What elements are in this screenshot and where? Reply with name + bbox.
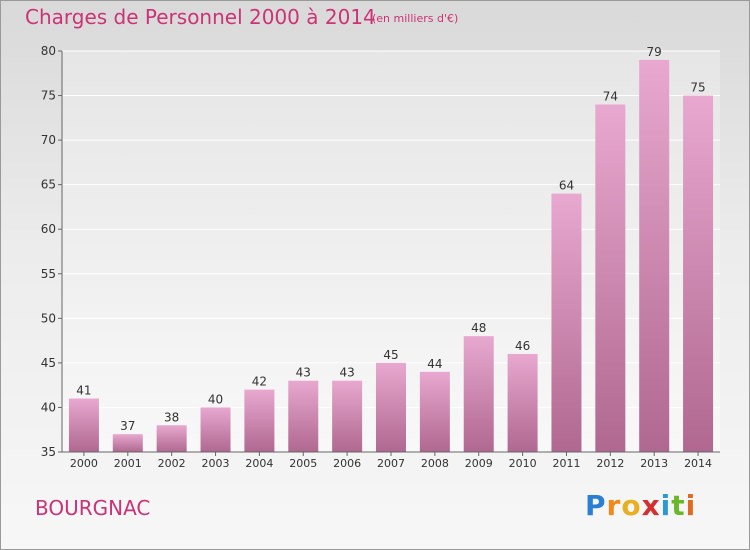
chart-title: Charges de Personnel 2000 à 2014 <box>25 5 376 29</box>
y-tick-label: 55 <box>41 267 56 281</box>
data-label: 45 <box>383 348 398 362</box>
x-tick-label: 2006 <box>333 457 361 470</box>
y-tick-label: 35 <box>41 445 56 459</box>
x-tick-label: 2003 <box>202 457 230 470</box>
data-label: 42 <box>252 375 267 389</box>
logo-letter: x <box>641 489 661 522</box>
y-tick-label: 70 <box>41 133 56 147</box>
logo-letter: i <box>660 489 672 522</box>
y-tick-label: 45 <box>41 356 56 370</box>
x-tick-label: 2005 <box>289 457 317 470</box>
x-tick-label: 2008 <box>421 457 449 470</box>
bar <box>683 95 714 453</box>
chart-subtitle: (en milliers d'€) <box>372 12 459 25</box>
data-label: 75 <box>690 81 705 95</box>
bar <box>639 59 670 453</box>
commune-name: BOURGNAC <box>35 496 151 520</box>
bar <box>244 389 275 452</box>
data-label: 41 <box>76 384 91 398</box>
bar <box>507 353 538 452</box>
data-label: 48 <box>471 321 486 335</box>
x-tick-label: 2013 <box>640 457 668 470</box>
data-label: 46 <box>515 339 530 353</box>
bar <box>112 434 143 452</box>
x-tick-label: 2007 <box>377 457 405 470</box>
x-tick-label: 2011 <box>552 457 580 470</box>
bar <box>288 380 319 452</box>
x-tick-label: 2004 <box>245 457 273 470</box>
bar <box>419 371 450 452</box>
data-label: 74 <box>603 89 618 103</box>
logo-letter: i <box>685 489 697 522</box>
x-tick-label: 2002 <box>158 457 186 470</box>
bar <box>156 425 187 452</box>
data-label: 64 <box>559 179 574 193</box>
y-tick-label: 75 <box>41 89 56 103</box>
data-label: 43 <box>296 366 311 380</box>
bar <box>595 104 626 452</box>
x-tick-label: 2001 <box>114 457 142 470</box>
y-tick-label: 60 <box>41 222 56 236</box>
bar <box>332 380 363 452</box>
x-tick-label: 2014 <box>684 457 712 470</box>
y-tick-label: 50 <box>41 311 56 325</box>
bar <box>551 193 582 453</box>
data-label: 37 <box>120 419 135 433</box>
bar <box>68 398 99 452</box>
logo-letter: P <box>585 489 607 522</box>
y-tick-label: 40 <box>41 400 56 414</box>
y-tick-label: 65 <box>41 178 56 192</box>
data-label: 38 <box>164 410 179 424</box>
x-tick-label: 2012 <box>596 457 624 470</box>
x-tick-label: 2009 <box>465 457 493 470</box>
data-label: 43 <box>339 366 354 380</box>
data-label: 79 <box>647 45 662 59</box>
y-tick-label: 80 <box>41 44 56 58</box>
data-label: 44 <box>427 357 442 371</box>
x-tick-label: 2010 <box>509 457 537 470</box>
logo-letter: t <box>671 489 686 522</box>
bar <box>463 336 494 452</box>
logo-letter: o <box>621 489 642 522</box>
proxiti-logo: Proxiti <box>585 489 696 522</box>
logo-letter: r <box>606 489 622 522</box>
data-label: 40 <box>208 392 223 406</box>
bar <box>376 362 406 452</box>
bar <box>200 407 231 452</box>
x-tick-label: 2000 <box>70 457 98 470</box>
